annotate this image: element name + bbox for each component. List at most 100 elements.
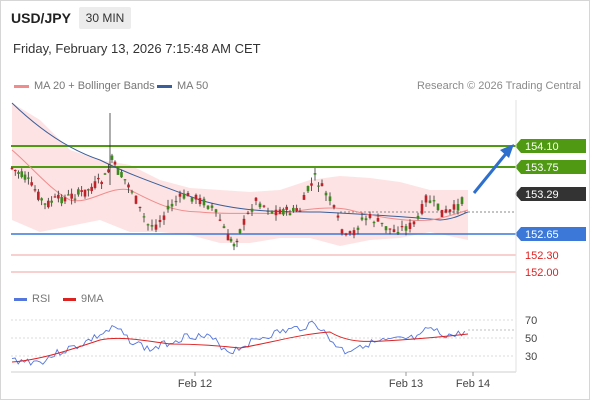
candle-body: [194, 194, 198, 200]
candle-body: [20, 171, 24, 178]
level-tag-153-75: 153.75: [525, 162, 559, 174]
current-tag-bg: [515, 187, 586, 201]
candle-body: [150, 224, 154, 227]
x-axis-label: Feb 14: [456, 378, 490, 390]
candle-body: [198, 198, 202, 205]
candle-body: [238, 229, 242, 234]
level-tag-153-29: 153.29: [525, 189, 559, 201]
candle-body: [13, 169, 17, 172]
candle-body: [306, 185, 310, 192]
candle-body: [348, 231, 352, 234]
level-tags: 154.10 153.75 153.29 152.65 152.30 152.00: [472, 139, 586, 279]
candle-body: [384, 226, 388, 231]
bollinger-band-area: [12, 103, 468, 246]
bollinger-band: [12, 103, 468, 246]
candle-body: [448, 209, 452, 212]
symbol-title: USD/JPY: [11, 10, 71, 26]
timestamp: Friday, February 13, 2026 7:15:48 AM CET: [13, 41, 261, 56]
candle-body: [412, 221, 416, 225]
candle-body: [452, 204, 456, 210]
candle-body: [372, 221, 376, 224]
candle-body: [154, 224, 158, 230]
candle-body: [320, 183, 324, 187]
candle-body: [120, 171, 123, 178]
candle-body: [80, 190, 83, 192]
legend-ma50: MA 50: [157, 80, 208, 92]
rsi-ma9-line: [11, 331, 469, 363]
candle-body: [190, 197, 194, 202]
candle-body: [295, 208, 298, 211]
candle-body: [436, 203, 440, 211]
candle-body: [33, 189, 37, 191]
candle-body: [60, 196, 63, 204]
candle-body: [107, 169, 110, 173]
timeframe-button[interactable]: 30 MIN: [79, 7, 131, 29]
candle-body: [298, 210, 302, 213]
level-tag-152-30: 152.30: [525, 250, 559, 262]
candle-body: [310, 183, 313, 186]
candle-body: [262, 205, 266, 207]
ma9-swatch: [63, 297, 76, 301]
candle-body: [30, 182, 33, 186]
candle-body: [110, 155, 114, 160]
candle-body: [63, 197, 67, 202]
candle-body: [246, 212, 250, 214]
legend-ma9-label: 9MA: [81, 293, 104, 305]
candle-body: [292, 207, 295, 211]
candle-body: [270, 210, 274, 214]
candle-body: [90, 186, 93, 192]
candle-body: [392, 229, 396, 233]
candlesticks: [10, 113, 464, 251]
candle-body: [313, 173, 317, 175]
level-lines: [11, 145, 516, 273]
candle-body: [123, 179, 127, 181]
candle-body: [182, 193, 186, 199]
rsi-swatch: [14, 297, 27, 301]
candle-body: [10, 167, 14, 170]
candle-body: [428, 200, 432, 203]
x-axis-label: Feb 13: [389, 378, 423, 390]
level-tag-154-10: 154.10: [525, 141, 559, 153]
candle-body: [138, 206, 142, 209]
x-axis: Feb 12 Feb 13 Feb 14: [11, 100, 517, 390]
forecast-arrow-shaft: [472, 149, 511, 194]
candle-body: [53, 196, 57, 198]
candle-body: [282, 209, 285, 215]
candle-body: [368, 214, 372, 218]
support-tag-bg: [515, 227, 586, 241]
candle-body: [103, 173, 107, 175]
rsi-axis-label: 30: [525, 351, 537, 363]
candle-body: [222, 226, 226, 229]
rsi-panel: 70 50 30: [11, 315, 537, 366]
candle-body: [344, 233, 348, 236]
candle-body: [218, 219, 222, 221]
ma50-swatch: [157, 84, 172, 88]
candle-body: [226, 234, 230, 241]
candle-body: [116, 168, 120, 175]
candle-body: [404, 226, 408, 231]
candle-body: [97, 177, 100, 180]
candle-body: [444, 209, 448, 213]
candle-body: [416, 215, 420, 219]
candle-body: [388, 228, 392, 230]
candle-body: [336, 215, 340, 218]
candle-body: [356, 227, 360, 230]
ma20-swatch: [14, 84, 29, 88]
legend-ma9: 9MA: [63, 293, 104, 305]
candle-body: [130, 191, 134, 193]
candle-body: [57, 194, 60, 199]
candle-body: [332, 205, 336, 208]
candle-body: [162, 215, 166, 220]
legend-rsi: RSI: [14, 293, 50, 305]
candle-body: [127, 184, 130, 188]
candle-body: [142, 216, 146, 218]
legend-ma20-label: MA 20 + Bollinger Bands: [34, 80, 155, 92]
candle-body: [170, 203, 174, 207]
candle-body: [352, 230, 356, 236]
level-tag-152-00: 152.00: [525, 267, 559, 279]
candle-body: [258, 203, 262, 208]
rsi-axis-label: 70: [525, 315, 537, 327]
candle-body: [23, 174, 27, 180]
candle-body: [43, 203, 47, 205]
